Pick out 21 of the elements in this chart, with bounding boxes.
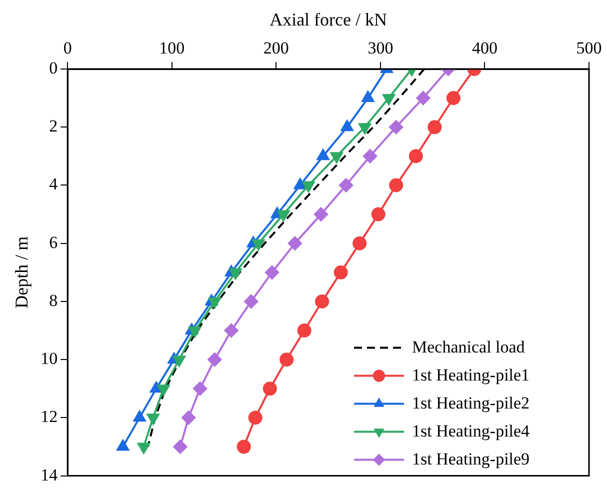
legend-label: Mechanical load [412,337,526,356]
legend-label: 1st Heating-pile1 [412,365,530,384]
x-tick-label: 500 [576,38,602,58]
y-tick-label: 0 [49,58,58,78]
y-tick-label: 6 [49,232,58,252]
legend-label: 1st Heating-pile9 [412,449,530,468]
x-tick-label: 100 [159,38,185,58]
y-tick-label: 14 [40,465,58,484]
y-axis-title: Depth / m [12,236,32,308]
x-axis-title: Axial force / kN [270,10,388,30]
x-tick-label: 400 [472,38,498,58]
x-tick-label: 300 [368,38,394,58]
y-tick-label: 12 [40,407,58,426]
x-tick-label: 0 [63,38,72,58]
y-tick-label: 10 [40,349,58,368]
legend-label: 1st Heating-pile2 [412,393,530,412]
x-tick-label: 200 [263,38,289,58]
legend-label: 1st Heating-pile4 [412,421,530,440]
y-tick-label: 4 [49,174,58,194]
y-tick-label: 8 [49,290,58,310]
y-tick-label: 2 [49,116,58,136]
